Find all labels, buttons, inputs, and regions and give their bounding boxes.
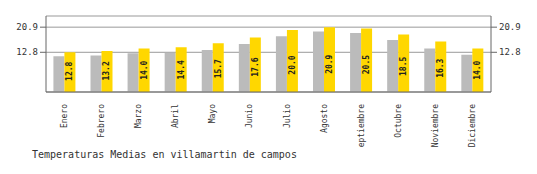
svg-text:Marzo: Marzo — [134, 104, 143, 128]
svg-text:20.9: 20.9 — [499, 22, 521, 32]
svg-text:Julio: Julio — [283, 104, 292, 128]
html-text:Temperaturas Medias en villama: Temperaturas Medias en villamartin de ca… — [32, 149, 297, 160]
svg-text:Noviembre: Noviembre — [431, 104, 440, 148]
svg-text:14.0: 14.0 — [473, 60, 482, 79]
svg-text:15.7: 15.7 — [214, 59, 223, 78]
svg-text:20.0: 20.0 — [288, 55, 297, 74]
svg-text:Junio: Junio — [245, 104, 254, 128]
svg-text:12.8: 12.8 — [16, 47, 38, 57]
svg-text:14.4: 14.4 — [177, 60, 186, 79]
svg-text:14.0: 14.0 — [140, 60, 149, 79]
svg-text:20.9: 20.9 — [325, 54, 334, 73]
svg-text:Diciembre: Diciembre — [468, 104, 477, 148]
svg-text:Octubre: Octubre — [394, 104, 403, 138]
svg-text:12.8: 12.8 — [65, 61, 74, 80]
svg-text:Mayo: Mayo — [208, 104, 217, 123]
svg-text:Enero: Enero — [60, 104, 69, 128]
svg-text:17.6: 17.6 — [251, 57, 260, 76]
svg-text:20.9: 20.9 — [16, 22, 38, 32]
svg-text:20.5: 20.5 — [362, 55, 371, 74]
svg-text:Septiembre: Septiembre — [357, 104, 366, 148]
svg-text:13.2: 13.2 — [103, 61, 112, 80]
svg-text:Agosto: Agosto — [320, 104, 329, 133]
svg-text:16.3: 16.3 — [436, 58, 445, 77]
svg-text:Febrero: Febrero — [97, 104, 106, 138]
svg-text:Abril: Abril — [171, 104, 180, 128]
svg-text:18.5: 18.5 — [399, 56, 408, 75]
svg-text:12.8: 12.8 — [499, 47, 521, 57]
